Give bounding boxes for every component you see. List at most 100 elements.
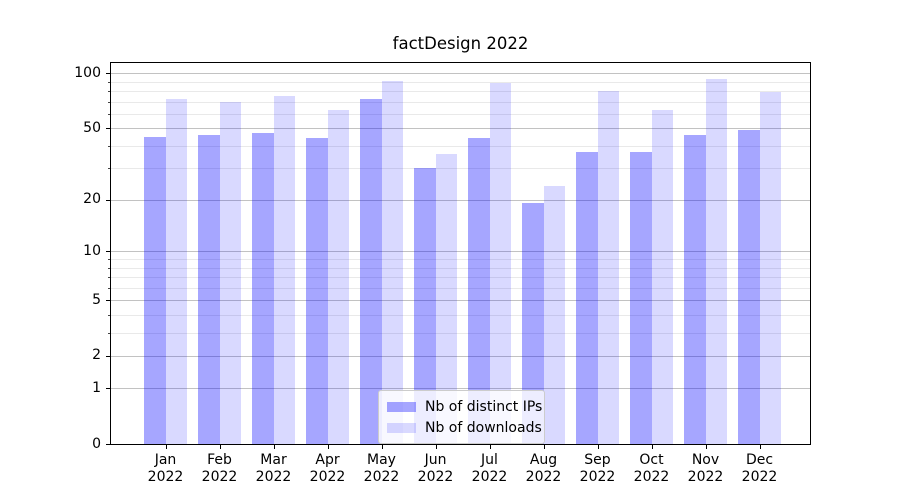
y-tick-mark-minor bbox=[108, 267, 110, 269]
gridline-minor bbox=[111, 113, 810, 115]
bar-distinct-ips bbox=[360, 99, 382, 444]
plot-area: Nb of distinct IPs Nb of downloads bbox=[110, 62, 811, 445]
bar-downloads bbox=[327, 110, 349, 444]
bar-distinct-ips bbox=[144, 136, 166, 444]
y-tick-mark bbox=[106, 199, 110, 201]
x-tick-mark bbox=[273, 445, 275, 449]
gridline-major bbox=[111, 73, 810, 75]
y-tick-mark bbox=[106, 355, 110, 357]
bar-distinct-ips bbox=[198, 134, 220, 444]
y-tick-mark-minor bbox=[108, 277, 110, 279]
bar-downloads bbox=[165, 99, 187, 444]
x-tick-label: Aug 2022 bbox=[525, 452, 562, 485]
x-tick-mark bbox=[327, 445, 329, 449]
bar-downloads bbox=[489, 82, 511, 444]
gridline-minor bbox=[111, 259, 810, 261]
x-tick-label: Feb 2022 bbox=[201, 452, 238, 485]
legend-item: Nb of downloads bbox=[387, 417, 542, 438]
bar-distinct-ips bbox=[684, 134, 706, 444]
bar-downloads bbox=[597, 91, 619, 444]
bar-distinct-ips bbox=[468, 138, 490, 444]
x-tick-mark bbox=[219, 445, 221, 449]
bar-distinct-ips bbox=[306, 138, 328, 444]
y-tick-mark-minor bbox=[108, 113, 110, 115]
x-tick-mark bbox=[435, 445, 437, 449]
x-tick-label: Jun 2022 bbox=[417, 452, 454, 485]
y-tick-mark-minor bbox=[108, 287, 110, 289]
legend-swatch bbox=[387, 401, 416, 412]
y-tick-mark bbox=[106, 388, 110, 390]
x-tick-label: Jan 2022 bbox=[147, 452, 184, 485]
gridline-major bbox=[111, 251, 810, 253]
gridline-major bbox=[111, 128, 810, 130]
y-tick-mark-minor bbox=[108, 101, 110, 103]
y-tick-mark bbox=[106, 128, 110, 130]
x-tick-label: Jul 2022 bbox=[471, 452, 508, 485]
y-tick-label: 2 bbox=[92, 347, 101, 364]
bar-distinct-ips bbox=[738, 129, 760, 444]
gridline-minor bbox=[111, 267, 810, 269]
y-tick-mark bbox=[106, 300, 110, 302]
gridline-minor bbox=[111, 91, 810, 93]
x-tick-mark bbox=[381, 445, 383, 449]
bar-downloads bbox=[435, 154, 457, 444]
y-tick-mark-minor bbox=[108, 91, 110, 93]
x-tick-mark bbox=[759, 445, 761, 449]
bar-distinct-ips bbox=[522, 203, 544, 444]
y-tick-label: 100 bbox=[74, 64, 101, 81]
x-tick-mark bbox=[543, 445, 545, 449]
legend-item: Nb of distinct IPs bbox=[387, 396, 542, 417]
gridline-minor bbox=[111, 287, 810, 289]
x-tick-label: Mar 2022 bbox=[255, 452, 292, 485]
x-tick-mark bbox=[165, 445, 167, 449]
bar-downloads bbox=[381, 80, 403, 444]
x-tick-mark bbox=[651, 445, 653, 449]
x-tick-mark bbox=[597, 445, 599, 449]
gridline-major bbox=[111, 388, 810, 390]
legend-swatch bbox=[387, 422, 416, 433]
x-tick-label: Dec 2022 bbox=[741, 452, 778, 485]
y-tick-mark-minor bbox=[108, 314, 110, 316]
gridline-major bbox=[111, 199, 810, 201]
bar-downloads bbox=[273, 96, 295, 444]
y-tick-mark-minor bbox=[108, 145, 110, 147]
bar-distinct-ips bbox=[252, 133, 274, 444]
x-tick-label: Apr 2022 bbox=[309, 452, 346, 485]
y-tick-mark-minor bbox=[108, 332, 110, 334]
gridline-minor bbox=[111, 101, 810, 103]
gridline-minor bbox=[111, 277, 810, 279]
y-tick-mark-minor bbox=[108, 259, 110, 261]
x-tick-label: Oct 2022 bbox=[633, 452, 670, 485]
y-tick-label: 0 bbox=[92, 435, 101, 452]
x-tick-label: Nov 2022 bbox=[687, 452, 724, 485]
gridline-minor bbox=[111, 145, 810, 147]
x-tick-mark bbox=[705, 445, 707, 449]
legend: Nb of distinct IPs Nb of downloads bbox=[378, 390, 545, 444]
y-tick-mark bbox=[106, 444, 110, 445]
y-tick-mark bbox=[106, 73, 110, 75]
bar-downloads bbox=[651, 110, 673, 444]
legend-label: Nb of distinct IPs bbox=[425, 398, 543, 415]
gridline-major bbox=[111, 300, 810, 302]
y-tick-mark bbox=[106, 251, 110, 253]
y-tick-label: 1 bbox=[92, 379, 101, 396]
gridline-minor bbox=[111, 314, 810, 316]
bar-distinct-ips bbox=[576, 151, 598, 444]
y-tick-label: 20 bbox=[83, 191, 101, 208]
chart-title: factDesign 2022 bbox=[392, 34, 529, 53]
gridline-major bbox=[111, 355, 810, 357]
y-tick-label: 5 bbox=[92, 291, 101, 308]
bar-downloads bbox=[705, 79, 727, 444]
bar-downloads bbox=[219, 101, 241, 444]
y-tick-label: 50 bbox=[83, 119, 101, 136]
y-tick-mark-minor bbox=[108, 81, 110, 83]
x-tick-mark bbox=[489, 445, 491, 449]
bar-distinct-ips bbox=[414, 168, 436, 444]
gridline-minor bbox=[111, 332, 810, 334]
gridline-minor bbox=[111, 81, 810, 83]
legend-label: Nb of downloads bbox=[425, 419, 542, 436]
y-tick-label: 10 bbox=[83, 242, 101, 259]
bar-distinct-ips bbox=[630, 151, 652, 444]
x-tick-label: May 2022 bbox=[363, 452, 400, 485]
bar-downloads bbox=[543, 185, 565, 444]
